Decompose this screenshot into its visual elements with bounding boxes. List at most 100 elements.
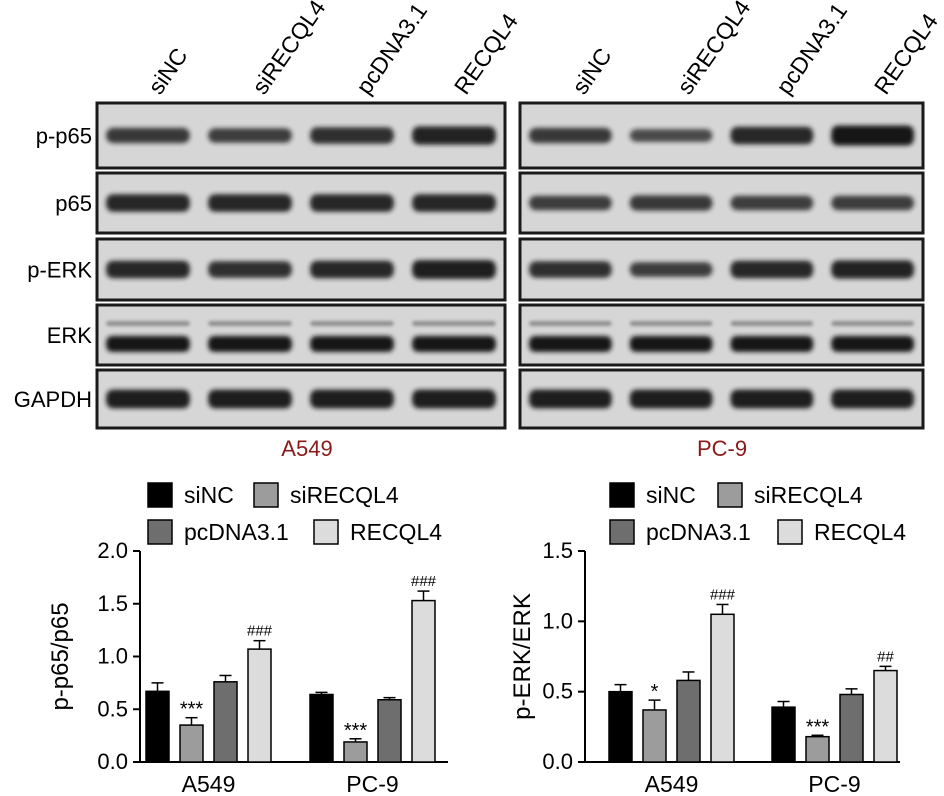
blot-band — [310, 194, 394, 212]
blot-band — [529, 261, 612, 278]
significance-annotation: ### — [710, 586, 736, 603]
row-label: ERK — [47, 323, 93, 348]
blot-band — [629, 129, 713, 142]
y-tick-label: 0.5 — [97, 696, 128, 721]
blot-band — [106, 127, 190, 144]
blot-band — [310, 389, 394, 409]
y-tick-label: 1.5 — [542, 538, 573, 563]
blot-band — [106, 260, 190, 279]
legend-label: pcDNA3.1 — [184, 519, 289, 545]
legend-label: siRECQL4 — [290, 482, 399, 508]
blot-band — [730, 336, 814, 352]
blot-band-upper — [629, 321, 713, 326]
blot-band — [310, 336, 394, 352]
blot-band-upper — [529, 321, 612, 326]
legend-label: siNC — [646, 482, 696, 508]
y-tick-label: 0.0 — [97, 749, 128, 774]
blot-band — [831, 336, 914, 352]
legend-label: siRECQL4 — [754, 482, 863, 508]
significance-annotation: ### — [411, 573, 437, 590]
blot-band — [106, 194, 190, 212]
legend-swatch — [147, 482, 173, 508]
blot-band — [730, 126, 814, 145]
panel-label-pc9: PC-9 — [697, 436, 747, 461]
bar — [676, 679, 701, 763]
blot-band — [208, 389, 292, 409]
blot-panel — [95, 303, 507, 367]
blot-band — [208, 194, 292, 212]
blot-band — [629, 389, 713, 409]
blot-band-upper — [106, 321, 190, 326]
blot-band — [730, 195, 814, 211]
significance-annotation: *** — [344, 720, 368, 742]
blot-band — [412, 194, 496, 212]
bar — [642, 709, 667, 763]
blot-band — [208, 128, 292, 143]
x-category-label: PC-9 — [346, 771, 398, 796]
blot-band — [529, 389, 612, 409]
y-axis-label: p-ERK/ERK — [509, 593, 536, 720]
blot-band — [831, 389, 914, 409]
blot-band — [106, 336, 190, 352]
western-blot-figure: siNC siRECQL4 pcDNA3.1 RECQL4 siNC siRECQL4 pc… — [14, 0, 943, 461]
blot-band — [412, 336, 496, 352]
blot-band-upper — [310, 321, 394, 326]
bar — [608, 690, 633, 763]
panel-label-a549: A549 — [281, 436, 332, 461]
blot-band — [412, 126, 496, 145]
legend-swatch — [777, 519, 803, 545]
blot-panel — [518, 303, 925, 367]
legend-swatch — [717, 482, 743, 508]
y-axis-label: p-p65/p65 — [47, 602, 74, 710]
legend-swatch — [609, 482, 635, 508]
blot-band-upper — [730, 321, 814, 326]
blot-band-upper — [831, 321, 914, 326]
blot-band — [730, 389, 814, 409]
bar — [805, 735, 830, 763]
blot-band — [629, 262, 713, 277]
y-tick-label: 0.0 — [542, 749, 573, 774]
significance-annotation: ## — [877, 648, 894, 665]
y-tick-label: 1.0 — [97, 644, 128, 669]
blot-band — [208, 261, 292, 278]
row-label: p-ERK — [27, 258, 92, 283]
row-label: GAPDH — [14, 387, 92, 412]
y-tick-label: 1.5 — [97, 591, 128, 616]
blot-band — [310, 260, 394, 279]
blot-band — [412, 389, 496, 409]
blot-band — [629, 195, 713, 211]
blot-band — [208, 336, 292, 352]
blot-band — [529, 195, 612, 211]
blot-band — [730, 260, 814, 279]
x-category-label: PC-9 — [808, 771, 860, 796]
legend-swatch — [147, 519, 173, 545]
blot-band — [629, 336, 713, 352]
legend-swatch — [253, 482, 279, 508]
blot-band — [106, 389, 190, 409]
legend-swatch — [313, 519, 339, 545]
y-tick-label: 1.0 — [542, 608, 573, 633]
x-category-label: A549 — [182, 771, 236, 796]
x-category-label: A549 — [645, 771, 699, 796]
blot-band — [529, 127, 612, 144]
blot-band — [310, 127, 394, 144]
significance-annotation: *** — [806, 716, 830, 738]
legend-swatch — [609, 519, 635, 545]
significance-annotation: ### — [247, 623, 273, 640]
blot-band — [831, 195, 914, 211]
blot-band — [831, 260, 914, 279]
significance-annotation: * — [651, 681, 659, 703]
blot-band — [412, 260, 496, 279]
bar — [873, 669, 898, 763]
blot-band — [831, 125, 914, 146]
legend-label: pcDNA3.1 — [646, 519, 751, 545]
row-label: p-p65 — [36, 124, 92, 149]
bar — [771, 706, 796, 763]
legend-label: siNC — [184, 482, 234, 508]
blot-band-upper — [412, 321, 496, 326]
legend-label: RECQL4 — [814, 519, 906, 545]
